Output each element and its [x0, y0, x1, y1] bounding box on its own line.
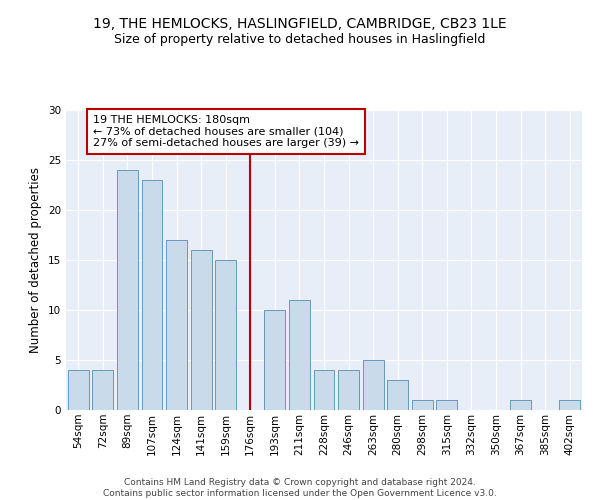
- Bar: [314, 370, 334, 410]
- Bar: [559, 400, 580, 410]
- Bar: [92, 370, 113, 410]
- Bar: [510, 400, 531, 410]
- Bar: [387, 380, 408, 410]
- Text: Contains HM Land Registry data © Crown copyright and database right 2024.
Contai: Contains HM Land Registry data © Crown c…: [103, 478, 497, 498]
- Text: 19 THE HEMLOCKS: 180sqm
← 73% of detached houses are smaller (104)
27% of semi-d: 19 THE HEMLOCKS: 180sqm ← 73% of detache…: [93, 115, 359, 148]
- Bar: [412, 400, 433, 410]
- Bar: [142, 180, 163, 410]
- Bar: [166, 240, 187, 410]
- Bar: [338, 370, 359, 410]
- Bar: [215, 260, 236, 410]
- Bar: [265, 310, 286, 410]
- Bar: [68, 370, 89, 410]
- Bar: [289, 300, 310, 410]
- Bar: [436, 400, 457, 410]
- Bar: [117, 170, 138, 410]
- Text: 19, THE HEMLOCKS, HASLINGFIELD, CAMBRIDGE, CB23 1LE: 19, THE HEMLOCKS, HASLINGFIELD, CAMBRIDG…: [93, 18, 507, 32]
- Bar: [191, 250, 212, 410]
- Text: Size of property relative to detached houses in Haslingfield: Size of property relative to detached ho…: [115, 32, 485, 46]
- Bar: [362, 360, 383, 410]
- Y-axis label: Number of detached properties: Number of detached properties: [29, 167, 43, 353]
